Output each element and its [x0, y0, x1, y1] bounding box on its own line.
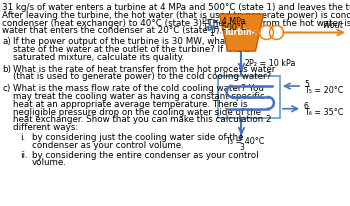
- Text: water that enters the condenser at 20°C (state 5).: water that enters the condenser at 20°C …: [2, 26, 222, 35]
- Text: a): a): [2, 37, 11, 46]
- Text: T₅ = 20°C: T₅ = 20°C: [304, 85, 343, 94]
- Text: After leaving the turbine, the hot water (that is used to generate power) is con: After leaving the turbine, the hot water…: [2, 11, 350, 20]
- Text: different ways:: different ways:: [13, 123, 78, 132]
- Polygon shape: [219, 15, 264, 52]
- Text: T₃ = 40°C: T₃ = 40°C: [225, 137, 265, 146]
- Text: 5: 5: [304, 79, 309, 88]
- Text: Ẇout: Ẇout: [322, 21, 343, 30]
- Text: c): c): [2, 84, 10, 93]
- Text: T₁ = 500°C: T₁ = 500°C: [203, 23, 247, 32]
- Text: b): b): [2, 64, 11, 73]
- Text: 3: 3: [239, 142, 244, 151]
- Text: P₂ = 10 kPa: P₂ = 10 kPa: [250, 58, 296, 67]
- Text: negligible pressure drop on the cooling water side of the: negligible pressure drop on the cooling …: [13, 107, 261, 116]
- Text: P₁ = 4 MPa: P₁ = 4 MPa: [203, 17, 246, 26]
- Text: may treat the cooling water as having a constant specific: may treat the cooling water as having a …: [13, 91, 265, 101]
- Text: If the power output of the turbine is 30 MW, what is the: If the power output of the turbine is 30…: [13, 37, 255, 46]
- Text: i.: i.: [20, 132, 25, 141]
- Text: heat exchanger. Show that you can make this calculation 2: heat exchanger. Show that you can make t…: [13, 115, 272, 124]
- Text: condenser (heat exchanger) to 40°C (state 3). The energy from the hot water is a: condenser (heat exchanger) to 40°C (stat…: [2, 19, 350, 27]
- Text: T₆ = 35°C: T₆ = 35°C: [304, 108, 343, 117]
- Text: 31 kg/s of water enters a turbine at 4 MPa and 500°C (state 1) and leaves the tu: 31 kg/s of water enters a turbine at 4 M…: [2, 3, 350, 12]
- Text: What is the mass flow rate of the cold cooling water? You: What is the mass flow rate of the cold c…: [13, 84, 264, 93]
- Text: saturated mixture, calculate its quality.: saturated mixture, calculate its quality…: [13, 53, 184, 62]
- Text: condenser as your control volume.: condenser as your control volume.: [32, 140, 184, 149]
- Text: What is the rate of heat transfer from the hot process water: What is the rate of heat transfer from t…: [13, 64, 275, 73]
- Text: (that is used to generate power) to the cold cooling water?: (that is used to generate power) to the …: [13, 72, 271, 81]
- Text: ii.: ii.: [20, 150, 28, 159]
- Text: by considering the entire condenser as your control: by considering the entire condenser as y…: [32, 150, 259, 159]
- Text: heat at an appropriate average temperature. There is: heat at an appropriate average temperatu…: [13, 99, 248, 108]
- Text: by considering just the cooling water side of the: by considering just the cooling water si…: [32, 132, 244, 141]
- Bar: [218, 77, 280, 118]
- Text: 6: 6: [304, 102, 309, 111]
- Text: 1: 1: [209, 29, 214, 38]
- Text: 2: 2: [245, 58, 249, 67]
- Text: volume.: volume.: [32, 158, 67, 167]
- Text: Turbine: Turbine: [224, 28, 259, 37]
- Text: state of the water at the outlet of the turbine? If it is a: state of the water at the outlet of the …: [13, 45, 250, 54]
